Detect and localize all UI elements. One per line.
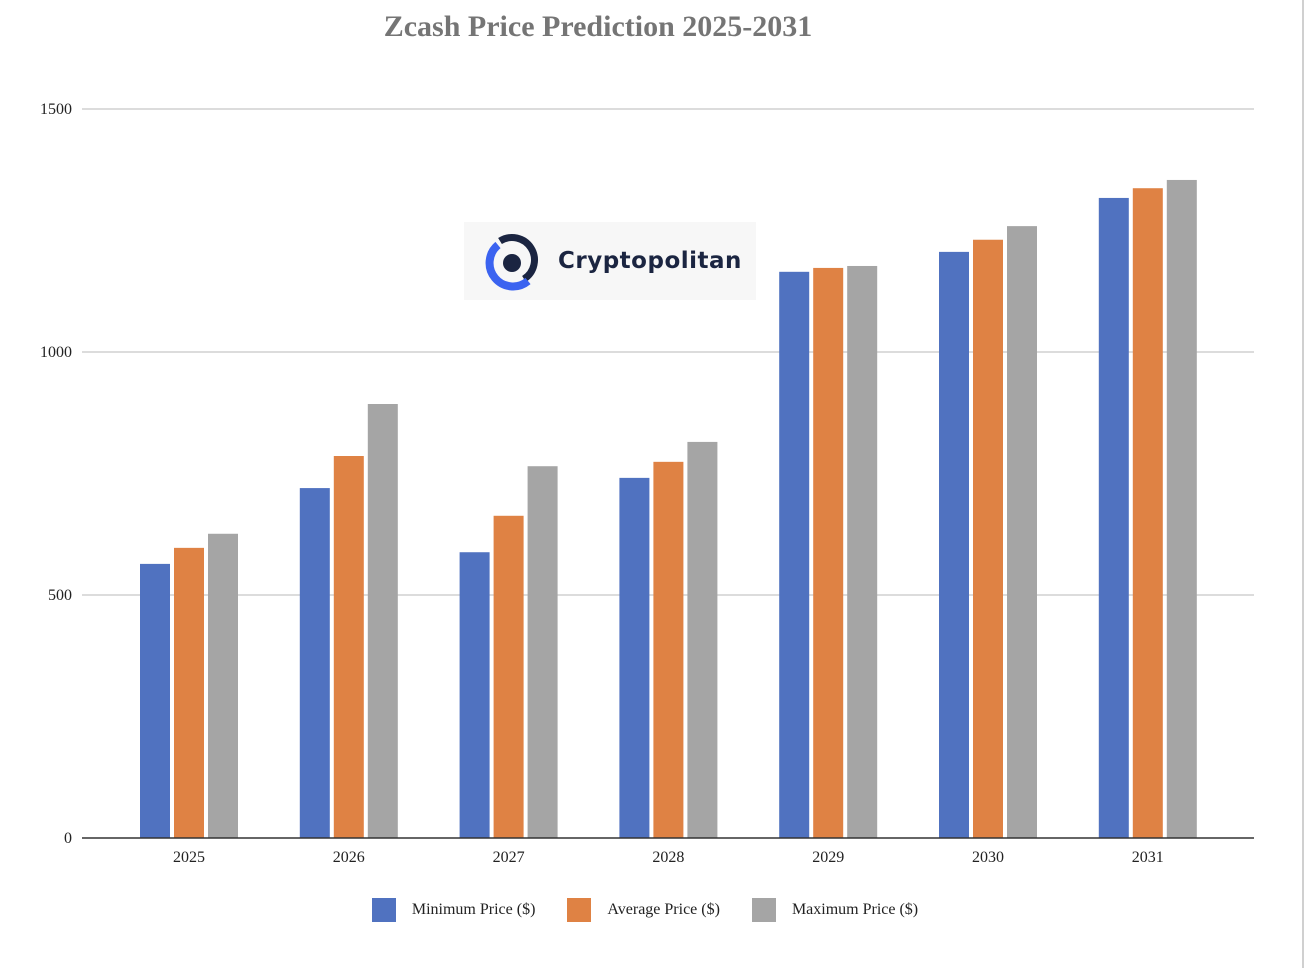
bar-2031-2 [1166,179,1197,838]
legend-item-minimum: Minimum Price ($) [371,898,536,922]
bar-2030-0 [939,251,969,838]
right-border [1302,0,1304,968]
legend-label: Average Price ($) [607,901,720,918]
bar-2025-1 [174,547,204,838]
bar-2025-0 [140,563,170,838]
x-tick-label: 2031 [1132,849,1164,866]
x-tick-label: 2027 [493,849,525,866]
bar-2031-0 [1098,197,1129,839]
bar-2027-2 [527,466,558,838]
bar-2031-1 [1132,188,1163,838]
legend: Minimum Price ($) Average Price ($) Maxi… [0,898,1290,922]
y-tick-label: 0 [64,830,72,847]
x-tick-label: 2026 [333,849,365,866]
legend-swatch [371,898,396,922]
bar-2026-2 [367,404,398,838]
y-tick-label: 500 [48,587,72,604]
legend-swatch [751,898,776,922]
bar-2029-2 [847,265,878,838]
bar-2028-0 [619,477,650,838]
logo-text: Cryptopolitan [558,248,742,274]
legend-swatch [567,898,592,922]
legend-label: Maximum Price ($) [791,901,919,918]
bar-2027-0 [459,552,490,838]
cryptopolitan-logo: Cryptopolitan [464,222,756,300]
chart-title: Zcash Price Prediction 2025-2031 [383,10,813,43]
y-tick-label: 1000 [40,344,72,361]
legend-label: Minimum Price ($) [411,901,536,918]
bar-2028-2 [687,441,718,838]
y-tick-label: 1500 [40,101,72,118]
logo-icon [485,234,538,291]
x-tick-label: 2028 [652,849,684,866]
bar-2028-1 [653,461,684,838]
bar-2026-0 [299,488,330,838]
bar-2029-0 [779,271,810,838]
bar-2027-1 [493,515,524,838]
bar-2029-1 [813,267,844,838]
x-tick-label: 2030 [972,849,1004,866]
bar-2025-2 [208,533,238,838]
x-tick-label: 2025 [173,849,205,866]
bar-2030-2 [1007,226,1037,839]
legend-item-average: Average Price ($) [567,898,720,922]
legend-item-maximum: Maximum Price ($) [751,898,919,922]
bar-2026-1 [333,456,364,838]
bar-2030-1 [973,239,1003,838]
x-tick-label: 2029 [812,849,844,866]
